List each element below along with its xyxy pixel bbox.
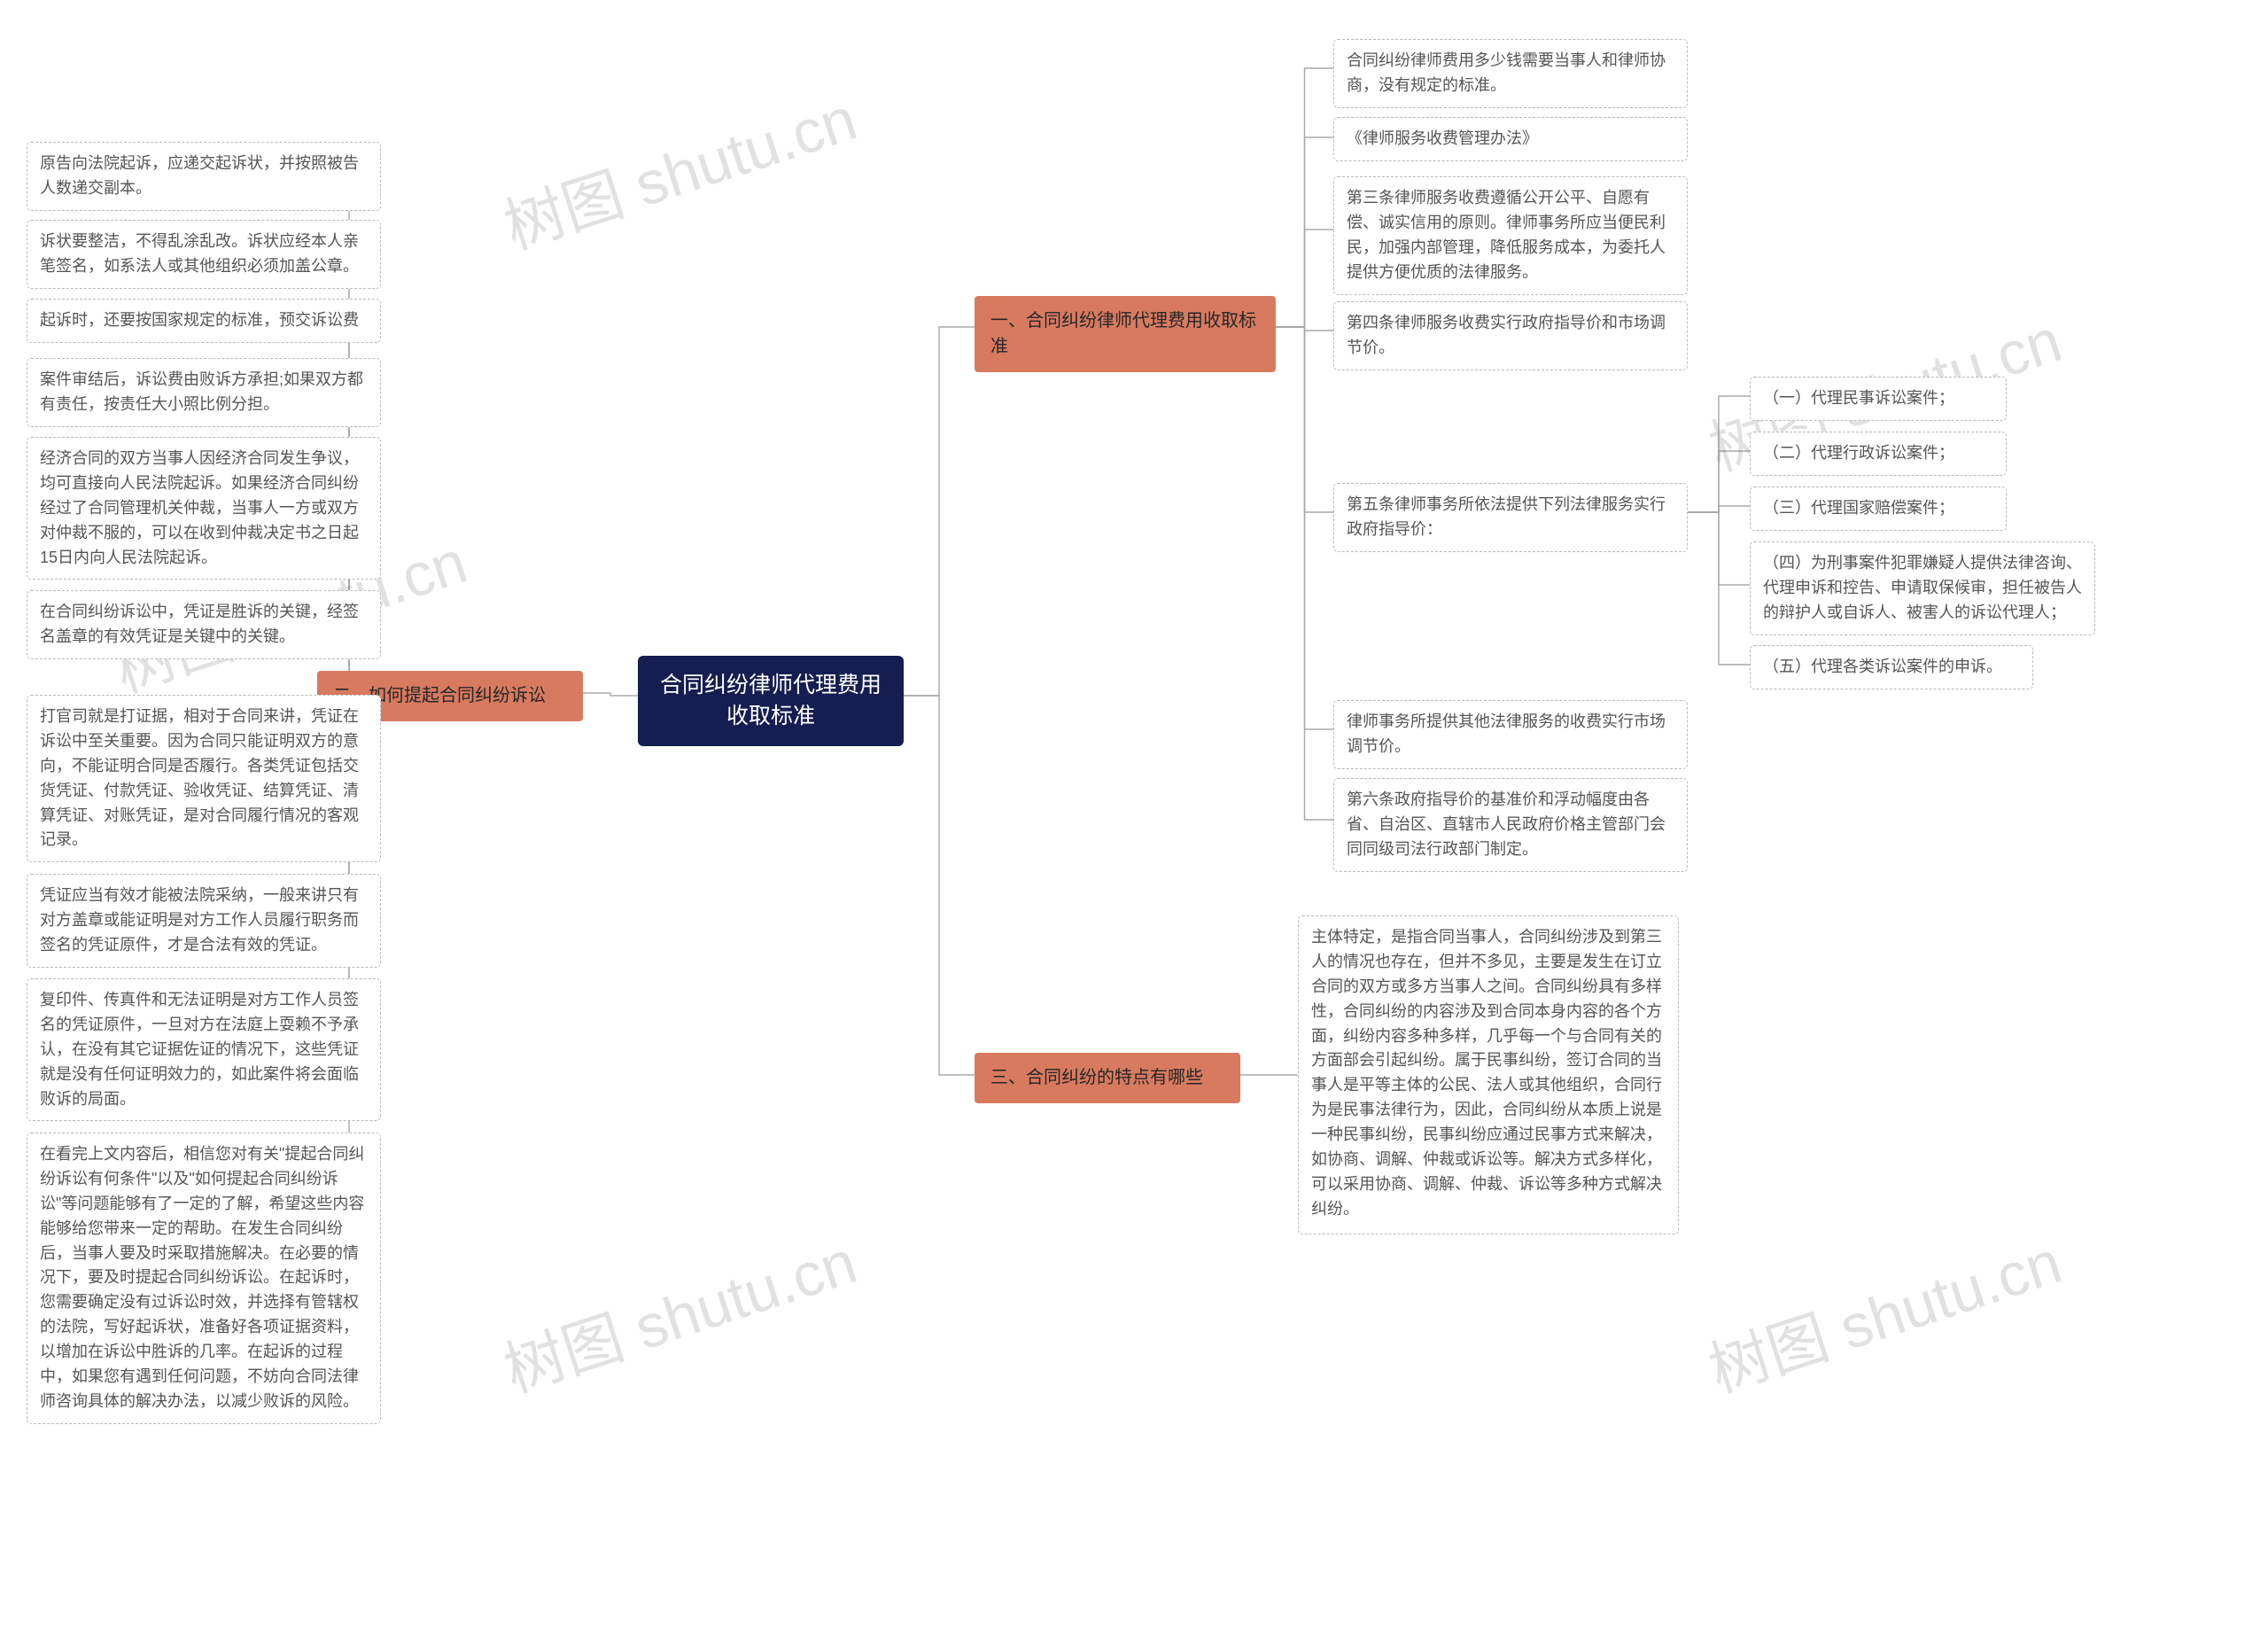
leaf-node: 第五条律师事务所依法提供下列法律服务实行政府指导价： [1333, 483, 1688, 552]
leaf-node: 第六条政府指导价的基准价和浮动幅度由各省、自治区、直辖市人民政府价格主管部门会同… [1333, 778, 1688, 872]
leaf-node: （一）代理民事诉讼案件； [1750, 377, 2007, 421]
section-node: 三、合同纠纷的特点有哪些 [975, 1053, 1240, 1103]
leaf-node: 复印件、传真件和无法证明是对方工作人员签名的凭证原件，一旦对方在法庭上耍赖不予承… [27, 978, 381, 1121]
leaf-node: 起诉时，还要按国家规定的标准，预交诉讼费 [27, 299, 381, 343]
leaf-node: 打官司就是打证据，相对于合同来讲，凭证在诉讼中至关重要。因为合同只能证明双方的意… [27, 695, 381, 862]
watermark: 树图 shutu.cn [1697, 1213, 2070, 1409]
leaf-node: 经济合同的双方当事人因经济合同发生争议，均可直接向人民法院起诉。如果经济合同纠纷… [27, 437, 381, 580]
leaf-node: 律师事务所提供其他法律服务的收费实行市场调节价。 [1333, 700, 1688, 769]
leaf-node: 《律师服务收费管理办法》 [1333, 117, 1688, 161]
watermark: 树图 shutu.cn [492, 70, 866, 266]
leaf-node: 在看完上文内容后，相信您对有关"提起合同纠纷诉讼有何条件"以及"如何提起合同纠纷… [27, 1133, 381, 1424]
section-node: 一、合同纠纷律师代理费用收取标准 [975, 296, 1276, 372]
leaf-node: 第三条律师服务收费遵循公开公平、自愿有偿、诚实信用的原则。律师事务所应当便民利民… [1333, 176, 1688, 295]
leaf-node: 第四条律师服务收费实行政府指导价和市场调节价。 [1333, 301, 1688, 370]
leaf-node: （四）为刑事案件犯罪嫌疑人提供法律咨询、代理申诉和控告、申请取保候审，担任被告人… [1750, 541, 2095, 635]
leaf-node: 合同纠纷律师费用多少钱需要当事人和律师协商，没有规定的标准。 [1333, 39, 1688, 108]
center-node: 合同纠纷律师代理费用收取标准 [638, 656, 904, 746]
leaf-node: 原告向法院起诉，应递交起诉状，并按照被告人数递交副本。 [27, 142, 381, 211]
leaf-node: 案件审结后，诉讼费由败诉方承担;如果双方都有责任，按责任大小照比例分担。 [27, 358, 381, 427]
leaf-node: 凭证应当有效才能被法院采纳，一般来讲只有对方盖章或能证明是对方工作人员履行职务而… [27, 874, 381, 968]
watermark: 树图 shutu.cn [492, 1213, 866, 1409]
leaf-node: （二）代理行政诉讼案件； [1750, 432, 2007, 476]
leaf-node: （三）代理国家赔偿案件； [1750, 487, 2007, 531]
leaf-node: 在合同纠纷诉讼中，凭证是胜诉的关键，经签名盖章的有效凭证是关键中的关键。 [27, 590, 381, 659]
leaf-node: （五）代理各类诉讼案件的申诉。 [1750, 645, 2033, 689]
leaf-node: 诉状要整洁，不得乱涂乱改。诉状应经本人亲笔签名，如系法人或其他组织必须加盖公章。 [27, 220, 381, 289]
leaf-node: 主体特定，是指合同当事人，合同纠纷涉及到第三人的情况也存在，但并不多见，主要是发… [1298, 915, 1679, 1234]
